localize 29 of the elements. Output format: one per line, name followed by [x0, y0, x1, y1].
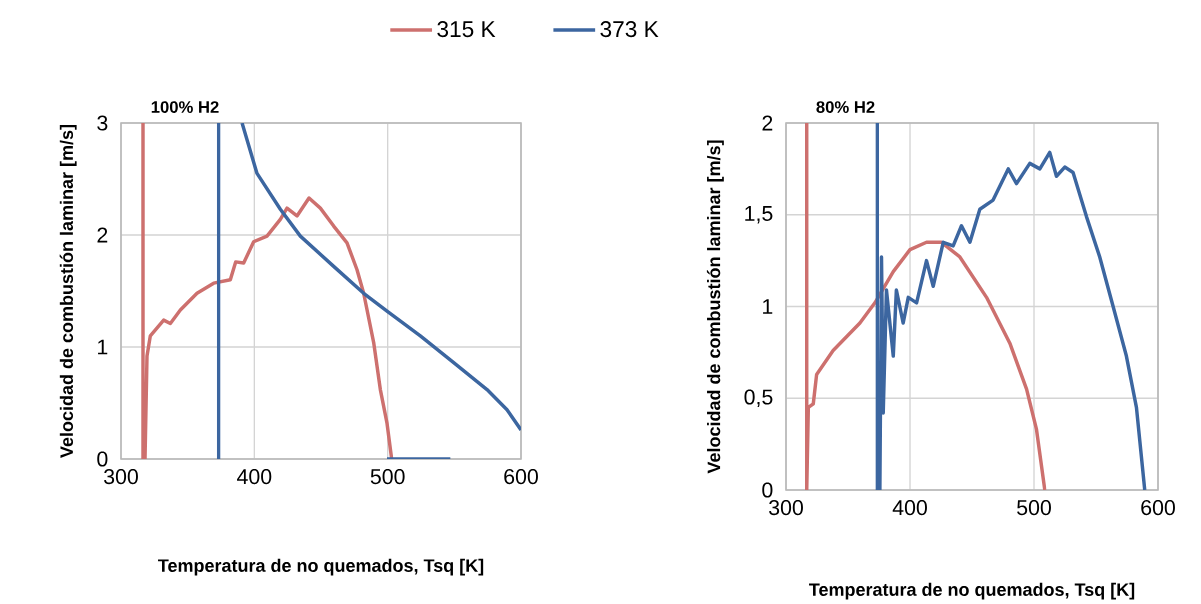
y-tick-label: 0 — [762, 482, 773, 498]
y-tick-label: 1,5 — [745, 206, 773, 224]
x-tick-label: 500 — [370, 469, 405, 485]
x-tick-label: 600 — [504, 469, 538, 485]
y-tick-label: 2 — [762, 115, 773, 131]
x-tick-label: 600 — [1141, 500, 1175, 516]
x-tick-label: 400 — [237, 469, 272, 485]
x-axis-title: Temperatura de no quemados, Tsq [K] — [158, 558, 484, 576]
y-tick-label: 0 — [97, 451, 108, 467]
x-tick-label: 400 — [892, 500, 927, 516]
y-tick-label: 1 — [98, 339, 108, 355]
legend-label: 373 K — [600, 21, 659, 38]
chart-title: 100% H2 — [151, 101, 219, 113]
line-series — [240, 123, 522, 432]
y-tick-label: 1 — [763, 299, 773, 314]
y-tick-label: 0,5 — [744, 389, 773, 408]
legend-label: 315 K — [437, 21, 496, 38]
line-series — [141, 123, 394, 460]
y-tick-label: 2 — [97, 227, 108, 243]
y-tick-label: 3 — [97, 115, 108, 131]
x-tick-label: 300 — [769, 500, 803, 516]
x-tick-label: 300 — [104, 469, 138, 485]
x-tick-label: 500 — [1017, 500, 1051, 516]
y-axis-title: Velocidad de combustión laminar [m/s] — [59, 125, 77, 458]
line-series — [875, 123, 1147, 491]
y-axis-title: Velocidad de combustión laminar [m/s] — [706, 140, 724, 474]
line-series — [804, 123, 1047, 491]
chart-title: 80% H2 — [816, 101, 875, 113]
x-axis-title: Temperatura de no quemados, Tsq [K] — [809, 582, 1135, 600]
